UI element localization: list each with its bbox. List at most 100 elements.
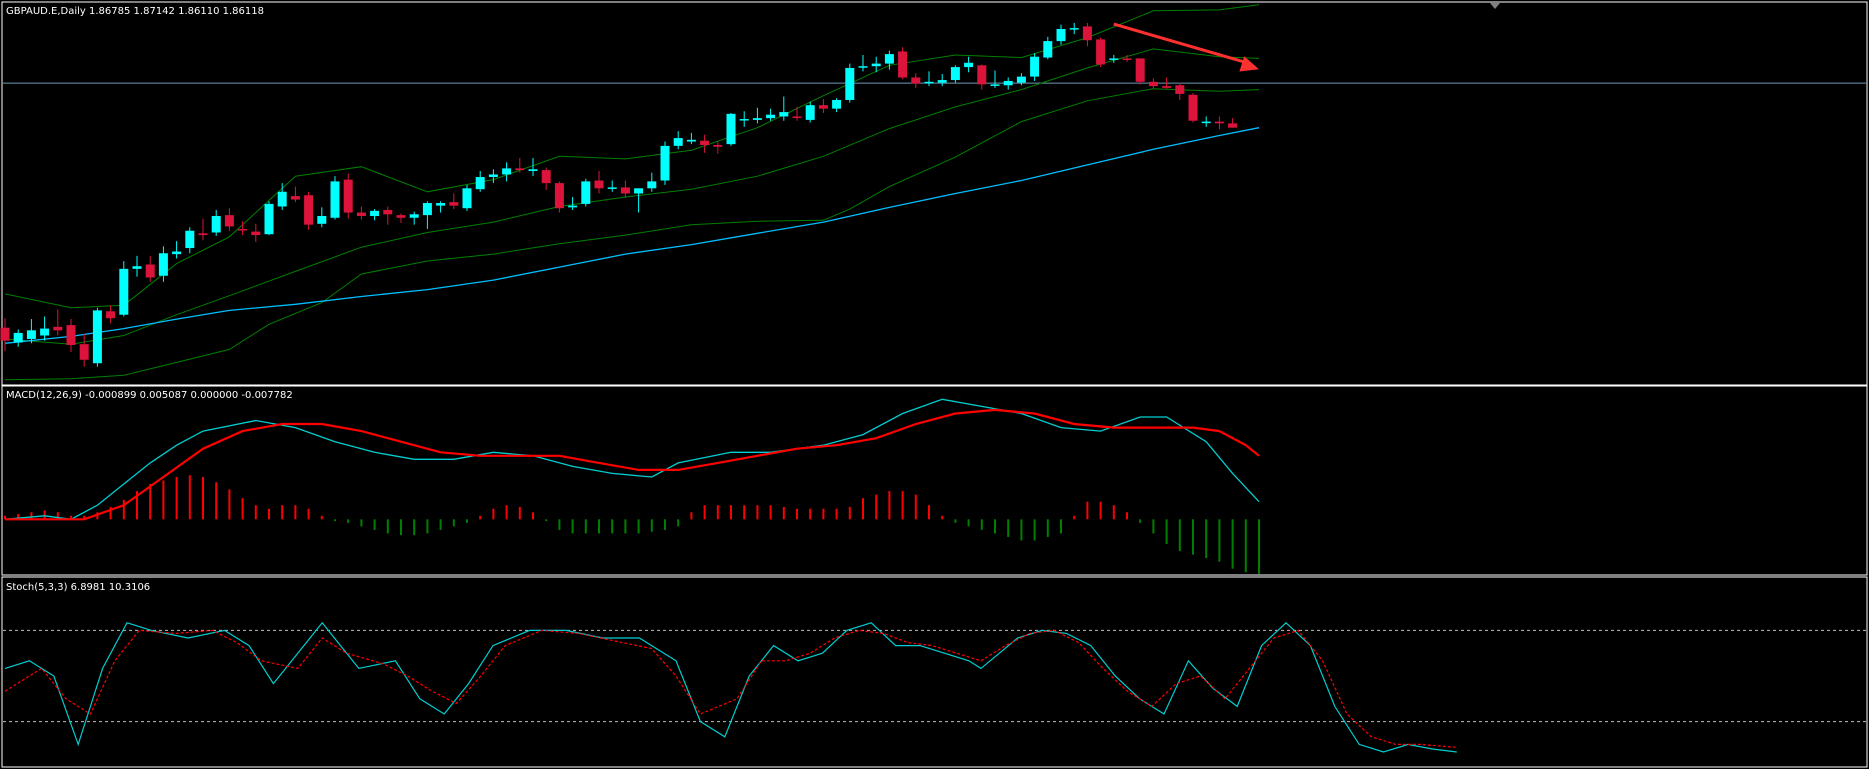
bull-candle — [858, 66, 868, 68]
bear-candle — [396, 215, 406, 218]
bull-candle — [726, 113, 736, 145]
bear-candle — [238, 229, 248, 231]
bear-candle — [1122, 58, 1132, 60]
bull-candle — [119, 268, 129, 315]
bear-candle — [66, 325, 76, 346]
bull-candle — [1201, 121, 1211, 124]
bear-candle — [356, 212, 366, 217]
bull-candle — [409, 214, 419, 218]
bull-candle — [673, 138, 683, 146]
bear-candle — [106, 311, 116, 319]
price-pane-border — [1, 1, 1868, 386]
bear-candle — [304, 195, 314, 225]
bull-candle — [436, 203, 446, 206]
bull-candle — [950, 67, 960, 81]
macd-pane: MACD(12,26,9) -0.000899 0.005087 0.00000… — [1, 385, 1868, 576]
bull-candle — [488, 174, 498, 178]
bear-candle — [449, 202, 459, 206]
trend-arrow-line — [1113, 22, 1246, 64]
bull-candle — [568, 205, 578, 208]
bear-candle — [290, 196, 300, 200]
bear-candle — [700, 140, 710, 146]
bull-candle — [1056, 28, 1066, 42]
bear-candle — [1228, 123, 1238, 128]
macd-pane-title: MACD(12,26,9) -0.000899 0.005087 0.00000… — [6, 390, 293, 401]
bear-candle — [251, 231, 261, 236]
stoch-signal-line — [4, 629, 1457, 748]
stoch-pane: Stoch(5,3,3) 6.8981 10.3106 — [1, 576, 1868, 768]
stoch-pane-border — [1, 576, 1868, 768]
bear-candle — [343, 179, 353, 213]
moving-average-line — [4, 127, 1260, 344]
bear-candle — [792, 116, 802, 118]
macd-signal-line — [5, 408, 1260, 521]
bear-candle — [911, 77, 921, 84]
bear-candle — [1082, 26, 1092, 41]
bear-candle — [541, 170, 551, 184]
bull-candle — [528, 169, 538, 171]
bear-candle — [383, 209, 393, 215]
bull-candle — [1043, 41, 1053, 58]
bull-candle — [158, 253, 168, 276]
bear-candle — [1135, 58, 1145, 82]
bull-candle — [647, 181, 657, 189]
bear-candle — [53, 326, 63, 331]
bull-candle — [132, 266, 142, 269]
bull-candle — [1069, 28, 1079, 30]
macd-pane-border — [1, 385, 1868, 576]
bull-candle — [26, 330, 36, 339]
stoch-pane-title: Stoch(5,3,3) 6.8981 10.3106 — [6, 582, 150, 593]
bear-candle — [713, 145, 723, 147]
bull-candle — [766, 114, 776, 119]
bull-candle — [211, 216, 221, 233]
bull-candle — [634, 188, 644, 194]
bear-candle — [1162, 86, 1172, 88]
scroll-shift-marker-icon[interactable] — [1490, 3, 1500, 9]
bull-candle — [1003, 80, 1013, 86]
bull-candle — [370, 210, 380, 217]
price-pane-title: GBPAUD.E,Daily 1.86785 1.87142 1.86110 1… — [6, 6, 264, 17]
bollinger-upper-line — [4, 4, 1260, 309]
bear-candle — [554, 183, 564, 209]
bear-candle — [1188, 94, 1198, 121]
bull-candle — [845, 67, 855, 100]
bear-candle — [1096, 39, 1106, 65]
bull-candle — [264, 203, 274, 235]
bull-candle — [964, 62, 974, 68]
bull-candle — [92, 310, 102, 364]
bull-candle — [660, 145, 670, 181]
bull-candle — [937, 80, 947, 83]
bear-candle — [977, 65, 987, 85]
bull-candle — [1030, 56, 1040, 77]
bear-candle — [145, 264, 155, 278]
bull-candle — [330, 181, 340, 218]
bull-candle — [317, 216, 327, 224]
bull-candle — [805, 105, 815, 120]
stoch-main-line — [4, 621, 1457, 753]
bull-candle — [1109, 58, 1119, 60]
bull-candle — [779, 112, 789, 117]
bear-candle — [224, 215, 234, 227]
bear-candle — [818, 105, 828, 109]
bull-candle — [739, 119, 749, 121]
bull-candle — [475, 177, 485, 190]
bear-candle — [594, 180, 604, 189]
bear-candle — [1175, 85, 1185, 94]
bear-candle — [0, 327, 10, 341]
bull-candle — [502, 168, 512, 175]
bollinger-lower-line — [4, 88, 1260, 381]
bull-candle — [686, 139, 696, 142]
bull-candle — [581, 181, 591, 204]
trend-arrow-head-icon — [1239, 56, 1259, 72]
bull-candle — [990, 84, 1000, 86]
bull-candle — [924, 81, 934, 84]
bull-candle — [172, 251, 182, 255]
bear-candle — [79, 344, 89, 360]
macd-main-line — [4, 398, 1260, 520]
bull-candle — [277, 191, 287, 207]
bear-candle — [620, 187, 630, 194]
price-pane: GBPAUD.E,Daily 1.86785 1.87142 1.86110 1… — [0, 1, 1868, 386]
bull-candle — [607, 187, 617, 189]
bull-candle — [752, 118, 762, 120]
